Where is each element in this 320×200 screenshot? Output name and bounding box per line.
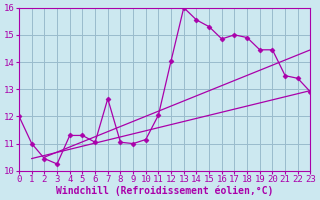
X-axis label: Windchill (Refroidissement éolien,°C): Windchill (Refroidissement éolien,°C) bbox=[56, 185, 274, 196]
